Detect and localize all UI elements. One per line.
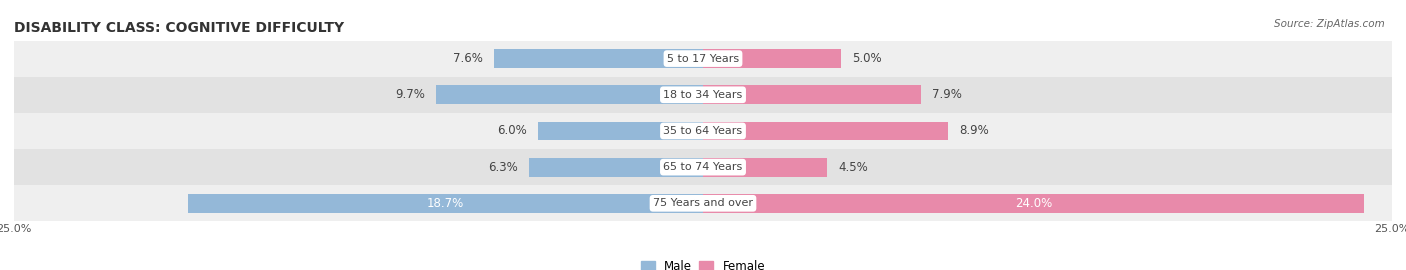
Text: 35 to 64 Years: 35 to 64 Years	[664, 126, 742, 136]
Bar	[530, 158, 703, 177]
Text: 4.5%: 4.5%	[838, 161, 868, 174]
Text: 7.9%: 7.9%	[932, 88, 962, 101]
Text: DISABILITY CLASS: COGNITIVE DIFFICULTY: DISABILITY CLASS: COGNITIVE DIFFICULTY	[14, 21, 344, 35]
Legend: Male, Female: Male, Female	[641, 260, 765, 270]
Text: 6.3%: 6.3%	[489, 161, 519, 174]
Text: 65 to 74 Years: 65 to 74 Years	[664, 162, 742, 172]
Bar	[14, 40, 1392, 77]
Text: 5 to 17 Years: 5 to 17 Years	[666, 53, 740, 64]
Text: 24.0%: 24.0%	[1015, 197, 1052, 210]
Bar	[14, 77, 1392, 113]
Bar	[14, 185, 1392, 221]
Bar	[703, 85, 921, 104]
Bar	[436, 85, 703, 104]
Bar	[537, 122, 703, 140]
Bar	[703, 194, 1364, 213]
Text: 8.9%: 8.9%	[959, 124, 988, 137]
Bar	[187, 194, 703, 213]
Bar	[14, 149, 1392, 185]
Text: 75 Years and over: 75 Years and over	[652, 198, 754, 208]
Text: 5.0%: 5.0%	[852, 52, 882, 65]
Bar	[703, 158, 827, 177]
Text: 7.6%: 7.6%	[453, 52, 482, 65]
Bar	[14, 113, 1392, 149]
Bar	[703, 122, 948, 140]
Text: 18 to 34 Years: 18 to 34 Years	[664, 90, 742, 100]
Text: 6.0%: 6.0%	[496, 124, 527, 137]
Bar	[703, 49, 841, 68]
Text: Source: ZipAtlas.com: Source: ZipAtlas.com	[1274, 19, 1385, 29]
Text: 18.7%: 18.7%	[426, 197, 464, 210]
Bar	[494, 49, 703, 68]
Text: 9.7%: 9.7%	[395, 88, 425, 101]
